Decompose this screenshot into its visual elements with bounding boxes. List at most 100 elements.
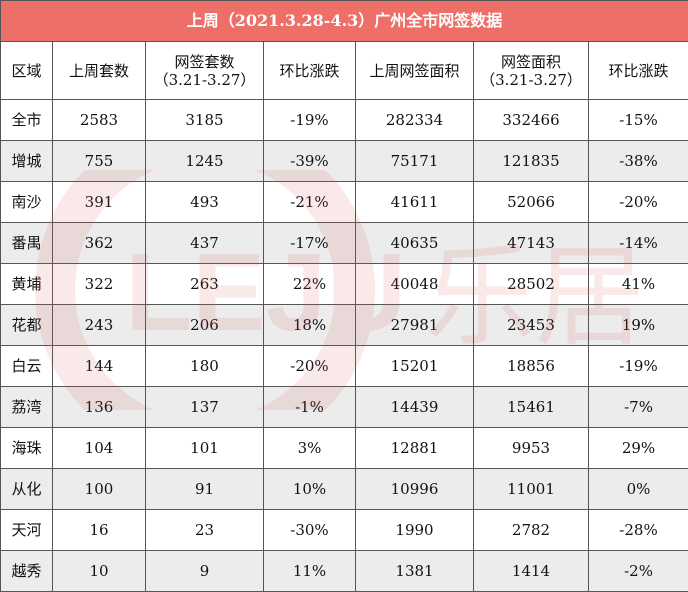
district-cell: 从化 [1,469,53,510]
column-header-label: 网签面积 [474,53,588,71]
table-cell: 206 [146,305,264,346]
column-header: 网签套数（3.21-3.27） [146,42,264,100]
table-cell: 755 [53,141,146,182]
table-cell: -28% [589,510,688,551]
district-cell: 黄埔 [1,264,53,305]
table-cell: 29% [589,428,688,469]
table-cell: 104 [53,428,146,469]
table-cell: -21% [264,182,356,223]
column-header: 上周网签面积 [356,42,474,100]
table-cell: 362 [53,223,146,264]
table-cell: 22% [264,264,356,305]
table-cell: -39% [264,141,356,182]
table-cell: 2583 [53,100,146,141]
table-cell: 282334 [356,100,474,141]
table-cell: 14439 [356,387,474,428]
table-cell: -14% [589,223,688,264]
column-header-sublabel: （3.21-3.27） [474,71,588,89]
table-cell: 0% [589,469,688,510]
district-cell: 白云 [1,346,53,387]
column-header: 环比涨跌 [589,42,688,100]
table-cell: 332466 [474,100,589,141]
table-cell: 263 [146,264,264,305]
table-cell: 23 [146,510,264,551]
table-cell: 144 [53,346,146,387]
district-cell: 番禺 [1,223,53,264]
table-cell: 18856 [474,346,589,387]
table-cell: -20% [589,182,688,223]
table-cell: 40048 [356,264,474,305]
table-cell: 121835 [474,141,589,182]
table-cell: 2782 [474,510,589,551]
table-cell: 18% [264,305,356,346]
table-cell: -17% [264,223,356,264]
table-cell: 27981 [356,305,474,346]
table-cell: 41611 [356,182,474,223]
column-header-label: 区域 [1,62,52,80]
table-cell: 10996 [356,469,474,510]
table-cell: 136 [53,387,146,428]
column-header: 环比涨跌 [264,42,356,100]
column-header-label: 上周套数 [53,62,145,80]
table-cell: -19% [589,346,688,387]
table-cell: 12881 [356,428,474,469]
table-cell: -7% [589,387,688,428]
table-cell: 3185 [146,100,264,141]
table-cell: 47143 [474,223,589,264]
table-cell: 15461 [474,387,589,428]
table-cell: 391 [53,182,146,223]
table-cell: 41% [589,264,688,305]
district-cell: 越秀 [1,551,53,592]
table-cell: 322 [53,264,146,305]
table-cell: 15201 [356,346,474,387]
column-header: 区域 [1,42,53,100]
table-cell: -20% [264,346,356,387]
table-cell: 101 [146,428,264,469]
column-header-sublabel: （3.21-3.27） [146,71,263,89]
table-cell: 180 [146,346,264,387]
table-cell: 100 [53,469,146,510]
column-header-label: 环比涨跌 [264,62,355,80]
column-header: 上周套数 [53,42,146,100]
table-cell: 493 [146,182,264,223]
table-cell: 243 [53,305,146,346]
table-cell: 1414 [474,551,589,592]
table-cell: 9 [146,551,264,592]
district-cell: 天河 [1,510,53,551]
table-title: 上周（2021.3.28-4.3）广州全市网签数据 [1,1,688,42]
table-cell: 16 [53,510,146,551]
table-cell: 11001 [474,469,589,510]
table-cell: 19% [589,305,688,346]
table-cell: -38% [589,141,688,182]
table-cell: 52066 [474,182,589,223]
header-row: 区域上周套数网签套数（3.21-3.27）环比涨跌上周网签面积网签面积（3.21… [1,42,688,100]
district-cell: 增城 [1,141,53,182]
table-cell: 75171 [356,141,474,182]
table-cell: 28502 [474,264,589,305]
table-cell: 10 [53,551,146,592]
table-cell: 9953 [474,428,589,469]
table-cell: -15% [589,100,688,141]
table-cell: 40635 [356,223,474,264]
table-cell: 10% [264,469,356,510]
table-cell: 23453 [474,305,589,346]
district-cell: 全市 [1,100,53,141]
column-header-label: 网签套数 [146,53,263,71]
column-header: 网签面积（3.21-3.27） [474,42,589,100]
table-cell: 1990 [356,510,474,551]
district-cell: 南沙 [1,182,53,223]
